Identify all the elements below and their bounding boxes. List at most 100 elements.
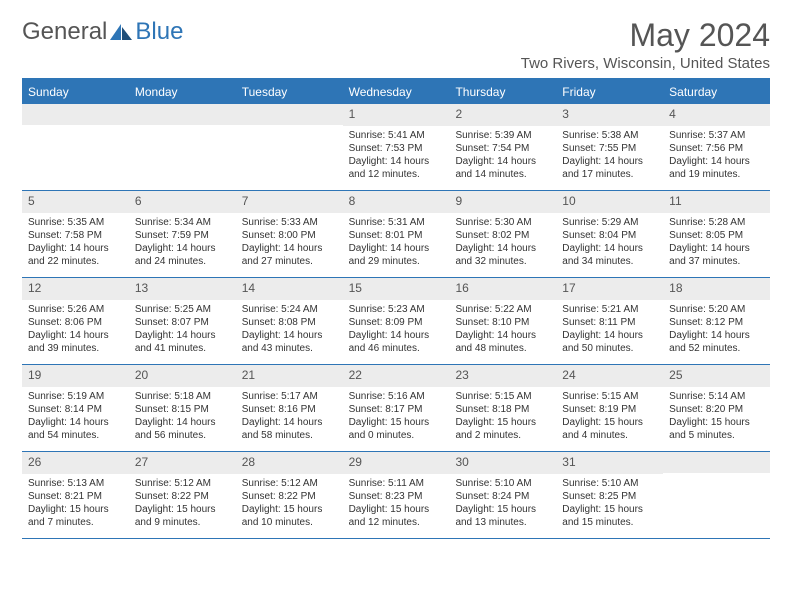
day-body: Sunrise: 5:17 AMSunset: 8:16 PMDaylight:… [236,387,343,445]
day-info-line: Sunrise: 5:10 AM [562,477,657,490]
calendar-day: 17Sunrise: 5:21 AMSunset: 8:11 PMDayligh… [556,278,663,364]
logo-sail-icon [110,24,132,40]
day-info-line: Sunrise: 5:15 AM [455,390,550,403]
day-info-line: Daylight: 14 hours and 34 minutes. [562,242,657,268]
day-info-line: Daylight: 14 hours and 22 minutes. [28,242,123,268]
day-info-line: Sunrise: 5:24 AM [242,303,337,316]
day-number [236,104,343,125]
calendar-body: 1Sunrise: 5:41 AMSunset: 7:53 PMDaylight… [22,104,770,539]
calendar-day: 10Sunrise: 5:29 AMSunset: 8:04 PMDayligh… [556,191,663,277]
day-info-line: Daylight: 14 hours and 14 minutes. [455,155,550,181]
day-info-line: Sunrise: 5:21 AM [562,303,657,316]
day-body: Sunrise: 5:10 AMSunset: 8:25 PMDaylight:… [556,474,663,532]
day-info-line: Daylight: 15 hours and 5 minutes. [669,416,764,442]
calendar-week: 12Sunrise: 5:26 AMSunset: 8:06 PMDayligh… [22,278,770,365]
day-number: 5 [22,191,129,213]
day-info-line: Sunset: 8:19 PM [562,403,657,416]
day-info-line: Daylight: 14 hours and 43 minutes. [242,329,337,355]
day-info-line: Sunset: 8:17 PM [349,403,444,416]
calendar-day: 18Sunrise: 5:20 AMSunset: 8:12 PMDayligh… [663,278,770,364]
day-number: 19 [22,365,129,387]
day-info-line: Daylight: 14 hours and 50 minutes. [562,329,657,355]
day-info-line: Daylight: 15 hours and 2 minutes. [455,416,550,442]
day-info-line: Sunrise: 5:14 AM [669,390,764,403]
title-block: May 2024 Two Rivers, Wisconsin, United S… [521,18,770,72]
calendar-day: 31Sunrise: 5:10 AMSunset: 8:25 PMDayligh… [556,452,663,538]
day-body: Sunrise: 5:34 AMSunset: 7:59 PMDaylight:… [129,213,236,271]
calendar-week: 1Sunrise: 5:41 AMSunset: 7:53 PMDaylight… [22,104,770,191]
calendar-day: 28Sunrise: 5:12 AMSunset: 8:22 PMDayligh… [236,452,343,538]
day-body: Sunrise: 5:41 AMSunset: 7:53 PMDaylight:… [343,126,450,184]
calendar-day: 15Sunrise: 5:23 AMSunset: 8:09 PMDayligh… [343,278,450,364]
day-info-line: Sunrise: 5:12 AM [135,477,230,490]
weekday-header: Tuesday [236,80,343,104]
day-info-line: Sunset: 7:59 PM [135,229,230,242]
calendar-day: 26Sunrise: 5:13 AMSunset: 8:21 PMDayligh… [22,452,129,538]
day-number: 18 [663,278,770,300]
day-info-line: Daylight: 14 hours and 19 minutes. [669,155,764,181]
day-info-line: Sunset: 8:00 PM [242,229,337,242]
day-info-line: Sunrise: 5:26 AM [28,303,123,316]
day-info-line: Sunset: 8:02 PM [455,229,550,242]
day-info-line: Sunrise: 5:39 AM [455,129,550,142]
day-number: 2 [449,104,556,126]
day-info-line: Sunset: 7:58 PM [28,229,123,242]
day-number: 11 [663,191,770,213]
day-body: Sunrise: 5:12 AMSunset: 8:22 PMDaylight:… [236,474,343,532]
day-info-line: Sunrise: 5:31 AM [349,216,444,229]
day-number: 30 [449,452,556,474]
day-body: Sunrise: 5:14 AMSunset: 8:20 PMDaylight:… [663,387,770,445]
weekday-header: Thursday [449,80,556,104]
day-info-line: Daylight: 14 hours and 48 minutes. [455,329,550,355]
weekday-header: Friday [556,80,663,104]
day-info-line: Sunset: 8:07 PM [135,316,230,329]
day-info-line: Daylight: 14 hours and 12 minutes. [349,155,444,181]
calendar-day: 12Sunrise: 5:26 AMSunset: 8:06 PMDayligh… [22,278,129,364]
day-info-line: Daylight: 15 hours and 10 minutes. [242,503,337,529]
calendar-day: 8Sunrise: 5:31 AMSunset: 8:01 PMDaylight… [343,191,450,277]
page-header: General Blue May 2024 Two Rivers, Wiscon… [22,18,770,72]
day-info-line: Sunrise: 5:13 AM [28,477,123,490]
day-number [22,104,129,125]
day-number: 15 [343,278,450,300]
day-body: Sunrise: 5:22 AMSunset: 8:10 PMDaylight:… [449,300,556,358]
day-info-line: Sunrise: 5:33 AM [242,216,337,229]
day-number: 17 [556,278,663,300]
calendar-day: 27Sunrise: 5:12 AMSunset: 8:22 PMDayligh… [129,452,236,538]
day-body: Sunrise: 5:35 AMSunset: 7:58 PMDaylight:… [22,213,129,271]
calendar-day: 2Sunrise: 5:39 AMSunset: 7:54 PMDaylight… [449,104,556,190]
calendar-day: 4Sunrise: 5:37 AMSunset: 7:56 PMDaylight… [663,104,770,190]
calendar-day: 29Sunrise: 5:11 AMSunset: 8:23 PMDayligh… [343,452,450,538]
day-info-line: Daylight: 14 hours and 52 minutes. [669,329,764,355]
day-number: 6 [129,191,236,213]
day-info-line: Sunset: 8:01 PM [349,229,444,242]
calendar-day: 13Sunrise: 5:25 AMSunset: 8:07 PMDayligh… [129,278,236,364]
calendar-day: 21Sunrise: 5:17 AMSunset: 8:16 PMDayligh… [236,365,343,451]
calendar-day: 24Sunrise: 5:15 AMSunset: 8:19 PMDayligh… [556,365,663,451]
day-info-line: Sunrise: 5:20 AM [669,303,764,316]
day-number: 13 [129,278,236,300]
calendar-day: 9Sunrise: 5:30 AMSunset: 8:02 PMDaylight… [449,191,556,277]
day-body: Sunrise: 5:20 AMSunset: 8:12 PMDaylight:… [663,300,770,358]
calendar-day: 14Sunrise: 5:24 AMSunset: 8:08 PMDayligh… [236,278,343,364]
calendar-day: 19Sunrise: 5:19 AMSunset: 8:14 PMDayligh… [22,365,129,451]
calendar-day [663,452,770,538]
calendar-day: 5Sunrise: 5:35 AMSunset: 7:58 PMDaylight… [22,191,129,277]
day-info-line: Sunrise: 5:17 AM [242,390,337,403]
calendar-day: 3Sunrise: 5:38 AMSunset: 7:55 PMDaylight… [556,104,663,190]
day-body: Sunrise: 5:31 AMSunset: 8:01 PMDaylight:… [343,213,450,271]
day-info-line: Sunrise: 5:35 AM [28,216,123,229]
day-info-line: Sunrise: 5:28 AM [669,216,764,229]
day-body: Sunrise: 5:29 AMSunset: 8:04 PMDaylight:… [556,213,663,271]
day-number: 16 [449,278,556,300]
day-info-line: Daylight: 14 hours and 32 minutes. [455,242,550,268]
day-body: Sunrise: 5:12 AMSunset: 8:22 PMDaylight:… [129,474,236,532]
calendar-day: 16Sunrise: 5:22 AMSunset: 8:10 PMDayligh… [449,278,556,364]
day-info-line: Daylight: 15 hours and 0 minutes. [349,416,444,442]
day-number: 9 [449,191,556,213]
day-info-line: Sunset: 8:23 PM [349,490,444,503]
day-info-line: Sunrise: 5:25 AM [135,303,230,316]
day-info-line: Sunset: 8:10 PM [455,316,550,329]
day-info-line: Sunset: 7:53 PM [349,142,444,155]
day-number: 22 [343,365,450,387]
